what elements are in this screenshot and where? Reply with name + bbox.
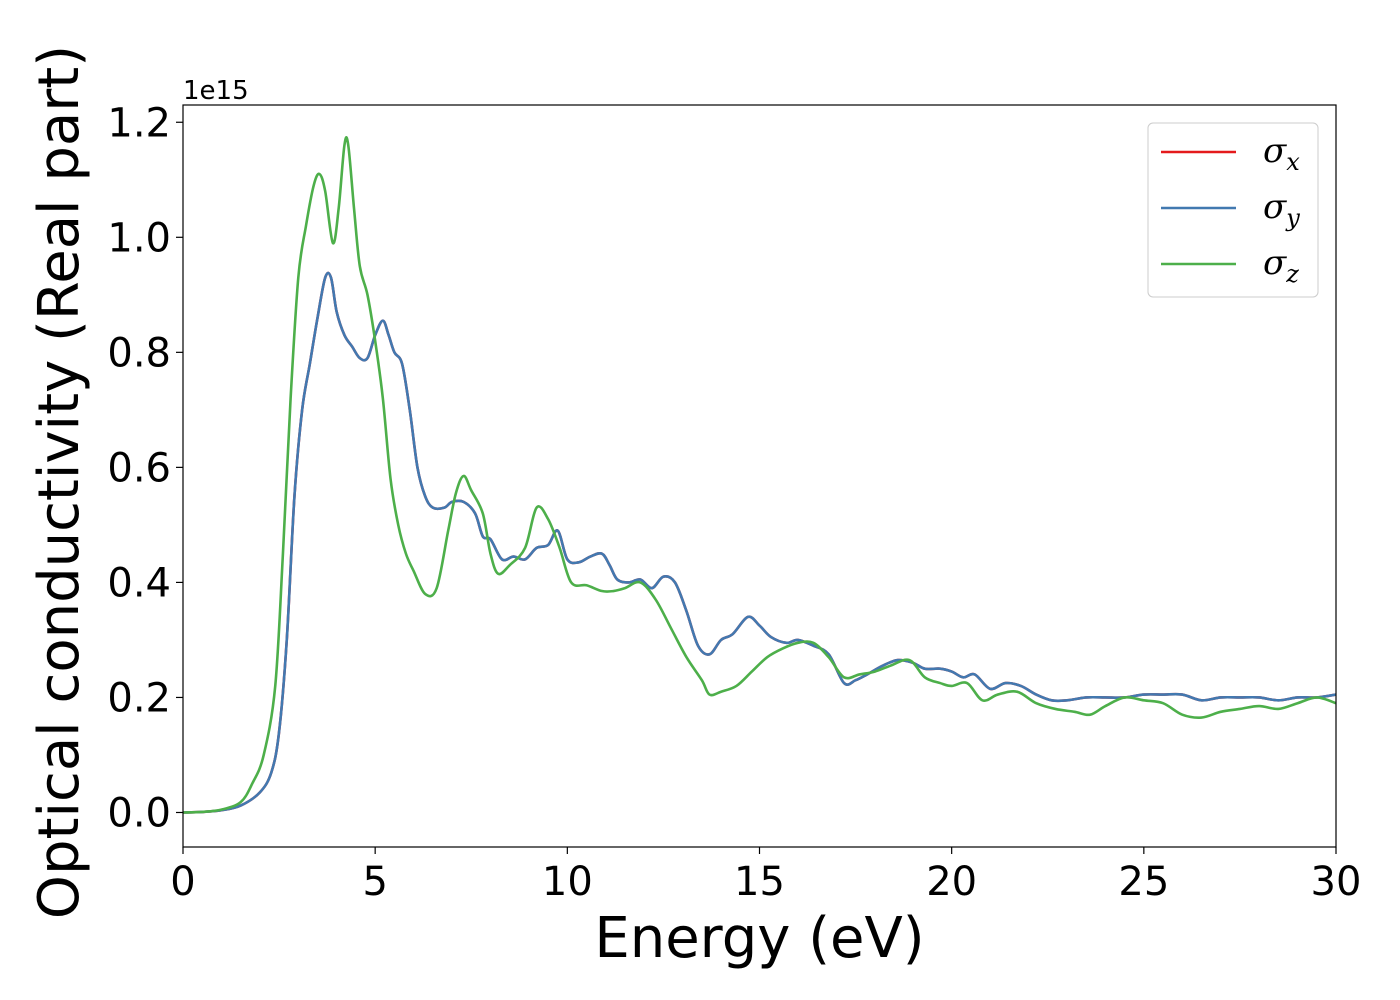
- x-tick-label: 20: [926, 859, 977, 905]
- legend-symbol: σ: [1263, 187, 1287, 227]
- y-tick-label: 0.6: [107, 445, 171, 491]
- y-axis-label: Optical conductivity (Real part): [27, 45, 92, 919]
- y-axis: 0.0 0.2 0.4 0.6 0.8 1.0 1.2: [107, 100, 183, 836]
- legend-subscript: z: [1285, 260, 1299, 288]
- legend-symbol: σ: [1263, 131, 1287, 171]
- y-tick-label: 0.8: [107, 330, 171, 376]
- y-tick-label: 0.2: [107, 675, 171, 721]
- legend-subscript: x: [1286, 148, 1300, 176]
- legend-subscript: y: [1285, 204, 1300, 232]
- series-line-y: [183, 271, 1336, 814]
- legend-label: σx: [1263, 131, 1300, 176]
- legend-label: σz: [1263, 243, 1299, 288]
- legend-entry-y: σy: [1161, 187, 1300, 232]
- y-offset-label: 1e15: [183, 76, 249, 106]
- series-line-z: [183, 136, 1336, 814]
- x-tick-label: 10: [542, 859, 593, 905]
- x-axis-label: Energy (eV): [594, 906, 924, 971]
- y-tick-label: 0.0: [107, 790, 171, 836]
- y-tick-label: 0.4: [107, 560, 171, 606]
- y-tick-label: 1.0: [107, 215, 171, 261]
- legend-label: σy: [1263, 187, 1300, 232]
- legend-entry-x: σx: [1161, 131, 1300, 176]
- series-layer: [183, 136, 1336, 814]
- legend-entry-z: σz: [1161, 243, 1299, 288]
- x-tick-label: 15: [734, 859, 785, 905]
- x-tick-label: 0: [170, 859, 195, 905]
- x-axis: 0 5 10 15 20 25 30: [170, 847, 1361, 905]
- legend-symbol: σ: [1263, 243, 1287, 283]
- y-tick-label: 1.2: [107, 100, 171, 146]
- x-tick-label: 5: [362, 859, 387, 905]
- x-tick-label: 30: [1311, 859, 1362, 905]
- legend-box: [1147, 122, 1319, 298]
- x-tick-label: 25: [1118, 859, 1169, 905]
